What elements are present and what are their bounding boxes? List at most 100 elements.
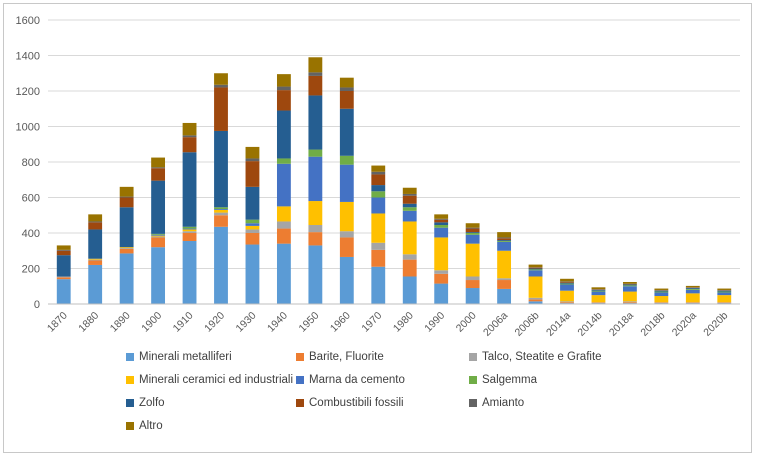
bar-segment (560, 281, 574, 283)
bar-segment (88, 229, 103, 259)
bar-segment (371, 185, 386, 192)
y-tick-label: 0 (34, 299, 40, 311)
legend-item: Marna da cemento (296, 374, 405, 386)
legend-label: Barite, Fluorite (309, 351, 384, 363)
legend-item: Combustibili fossili (296, 397, 404, 409)
bar-segment (371, 249, 386, 267)
bar-segment (308, 149, 323, 157)
bar-segment (151, 180, 166, 234)
bar-segment (151, 234, 166, 236)
legend-swatch (469, 353, 477, 361)
legend-swatch (126, 353, 134, 361)
bar-segment (214, 73, 228, 85)
y-tick-label: 400 (22, 228, 40, 240)
bar-segment (276, 110, 291, 159)
bar-segment (56, 255, 71, 277)
bar-segment (465, 243, 480, 277)
y-axis-ticks: 0 200 400 600 800 1000 1200 1400 1600 (16, 15, 40, 311)
bar-segment (245, 186, 260, 220)
bar-segment (654, 292, 669, 297)
bar-segment (308, 225, 323, 233)
legend-swatch (296, 353, 304, 361)
bar-segment (465, 288, 480, 304)
bar-segment (371, 266, 386, 304)
bar-segment (528, 264, 543, 268)
bar-segment (402, 259, 417, 277)
legend-label: Combustibili fossili (309, 397, 404, 409)
bar-segment (88, 222, 103, 230)
bar-segment (591, 287, 606, 290)
bar-segment (497, 278, 512, 281)
bar-segment (560, 282, 574, 284)
bar-segment (182, 152, 197, 227)
bar-segment (717, 295, 732, 303)
legend-item: Talco, Steatite e Grafite (469, 351, 602, 363)
bar-segment (528, 301, 543, 304)
bar-segment (56, 279, 71, 304)
y-tick-label: 600 (22, 193, 40, 205)
legend-swatch (296, 399, 304, 407)
bar-segment (182, 226, 197, 229)
bar-segment (245, 229, 260, 233)
bar-segment (560, 301, 574, 303)
bar-segment (214, 226, 228, 304)
bar-segment (182, 231, 197, 233)
bar-segment (434, 218, 449, 220)
bar-segment (245, 223, 260, 226)
bar-segment (56, 277, 71, 280)
bar-segment (402, 187, 417, 194)
bar-segment (88, 264, 103, 304)
bar-segment (654, 302, 669, 304)
bar-segment (308, 75, 323, 96)
bar-segment (717, 302, 732, 304)
legend-item: Salgemma (469, 374, 537, 386)
bar-segment (622, 286, 637, 292)
bar-segment (560, 302, 574, 304)
bar-segment (528, 267, 543, 269)
bar-segment (56, 250, 71, 256)
bar-segment (402, 210, 417, 222)
bar-segment (119, 196, 134, 198)
bar-segment (654, 288, 669, 290)
bar-segment (434, 273, 449, 284)
bar-segment (371, 165, 386, 172)
bar-segment (245, 225, 260, 230)
bar-segment (560, 284, 574, 291)
bar-segment (339, 87, 354, 91)
bar-segment (308, 72, 323, 76)
legend-item: Amianto (469, 397, 524, 409)
bar-segment (214, 87, 228, 131)
bar-segment (622, 302, 637, 304)
bar-segment (245, 233, 260, 245)
bar-segment (88, 260, 103, 265)
bar-segment (591, 302, 606, 304)
bar-segment (497, 237, 512, 239)
bar-segment (119, 197, 134, 208)
bar-segment (622, 284, 637, 286)
bar-segment (465, 223, 480, 228)
bar-segment (591, 289, 606, 291)
bar-segment (339, 201, 354, 232)
bar-segment (88, 214, 103, 222)
bar-segment (465, 276, 480, 281)
bar-segment (528, 297, 543, 300)
bar-segment (151, 236, 166, 238)
bar-segment (276, 163, 291, 207)
bar-segment (276, 158, 291, 164)
bar-segment (371, 191, 386, 198)
bar-segment (308, 201, 323, 226)
bar-segment (685, 289, 700, 294)
bar-segment (371, 242, 386, 250)
bar-segment (465, 280, 480, 289)
bar-segment (497, 288, 512, 304)
bar-segment (497, 240, 512, 241)
bar-segment (276, 86, 291, 91)
bar-segment (151, 247, 166, 304)
bar-segment (276, 90, 291, 111)
bar-segment (497, 241, 512, 251)
legend-label: Zolfo (139, 397, 165, 409)
legend-swatch (296, 376, 304, 384)
bar-segment (654, 296, 669, 303)
bar-segment (151, 233, 166, 235)
bar-segment (434, 283, 449, 304)
